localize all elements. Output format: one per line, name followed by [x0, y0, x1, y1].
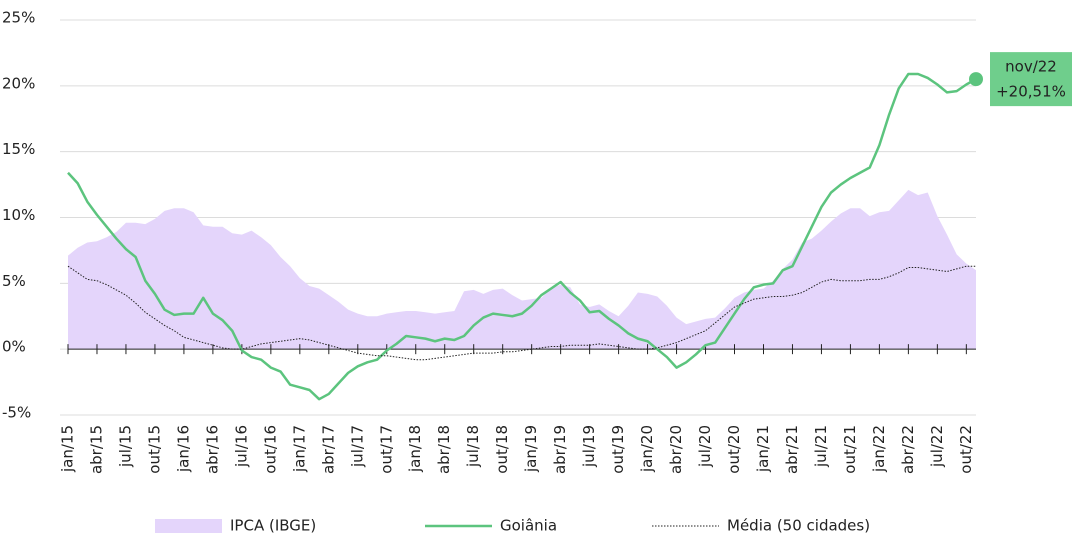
legend-label: IPCA (IBGE) [230, 517, 316, 533]
x-tick-label: abr/22 [899, 425, 917, 474]
x-tick-label: jan/20 [638, 425, 656, 473]
y-tick-label: -5% [2, 404, 31, 422]
x-tick-label: out/15 [145, 425, 163, 474]
x-tick-label: abr/20 [667, 425, 685, 474]
y-tick-label: 20% [2, 74, 35, 92]
x-tick-label: abr/21 [783, 425, 801, 474]
x-tick-label: jan/16 [174, 425, 192, 473]
x-tick-label: jan/18 [406, 425, 424, 473]
x-tick-label: jan/17 [290, 425, 308, 473]
x-tick-label: out/18 [493, 425, 511, 474]
annotation-box [990, 52, 1072, 107]
y-tick-label: 15% [2, 140, 35, 158]
x-tick-label: jul/20 [696, 425, 714, 468]
goiania-line [67, 72, 977, 401]
legend-label: Média (50 cidades) [727, 517, 870, 533]
x-tick-label: jan/22 [870, 425, 888, 473]
legend-label: Goiânia [500, 517, 557, 533]
x-tick-label: jan/19 [522, 425, 540, 473]
x-tick-label: jan/21 [754, 425, 772, 473]
y-tick-label: 0% [2, 338, 26, 356]
x-tick-label: jul/22 [928, 425, 946, 468]
x-tick-label: out/16 [261, 425, 279, 474]
x-tick-label: out/21 [841, 425, 859, 474]
legend-swatch [155, 519, 222, 533]
area [68, 189, 976, 350]
x-tick-label: abr/15 [87, 425, 105, 474]
end-point [969, 72, 983, 87]
average-line [67, 265, 976, 361]
y-tick-label: 5% [2, 272, 26, 290]
x-tick-label: out/20 [725, 425, 743, 474]
x-tick-label: jul/16 [232, 425, 250, 468]
x-tick-label: out/17 [377, 425, 395, 474]
x-tick-label: jul/19 [580, 425, 598, 468]
x-tick-label: out/19 [609, 425, 627, 474]
x-tick-label: abr/17 [319, 425, 337, 474]
annotation-text: +20,51% [996, 83, 1066, 101]
x-tick-label: abr/16 [203, 425, 221, 474]
y-tick-label: 10% [2, 206, 35, 224]
x-tick-label: jul/18 [464, 425, 482, 468]
annotation-text: nov/22 [1005, 58, 1057, 76]
x-tick-label: abr/19 [551, 425, 569, 474]
x-tick-label: jan/15 [59, 425, 77, 473]
y-tick-label: 25% [2, 9, 35, 27]
x-tick-label: jul/15 [116, 425, 134, 468]
x-tick-label: abr/18 [435, 425, 453, 474]
x-tick-label: jul/21 [812, 425, 830, 468]
x-tick-label: jul/17 [348, 425, 366, 468]
x-tick-label: out/22 [957, 425, 975, 474]
